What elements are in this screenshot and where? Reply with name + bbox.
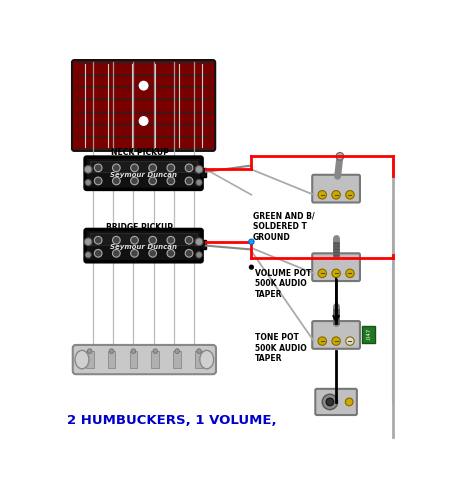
Circle shape bbox=[185, 237, 193, 244]
Bar bbox=[173, 351, 181, 368]
FancyBboxPatch shape bbox=[312, 253, 360, 281]
Circle shape bbox=[196, 179, 202, 186]
Text: Seymour Duncan: Seymour Duncan bbox=[110, 172, 177, 178]
Bar bbox=[108, 351, 115, 368]
Circle shape bbox=[112, 249, 120, 257]
Circle shape bbox=[153, 349, 158, 353]
Ellipse shape bbox=[75, 350, 89, 369]
Circle shape bbox=[85, 179, 91, 186]
FancyBboxPatch shape bbox=[72, 60, 215, 151]
Circle shape bbox=[195, 165, 203, 173]
Circle shape bbox=[139, 117, 148, 125]
Circle shape bbox=[249, 239, 254, 245]
Circle shape bbox=[346, 269, 354, 278]
Circle shape bbox=[197, 349, 201, 353]
Text: BRIDGE PICKUP: BRIDGE PICKUP bbox=[106, 222, 173, 232]
Bar bbox=[90, 233, 198, 245]
Bar bbox=[86, 351, 93, 368]
Ellipse shape bbox=[200, 350, 214, 369]
Circle shape bbox=[346, 337, 354, 345]
Text: VOLUME POT
500K AUDIO
TAPER: VOLUME POT 500K AUDIO TAPER bbox=[255, 269, 311, 298]
Circle shape bbox=[195, 238, 203, 246]
Circle shape bbox=[249, 265, 253, 269]
Circle shape bbox=[112, 164, 120, 172]
Circle shape bbox=[326, 398, 334, 406]
Bar bbox=[90, 161, 198, 172]
FancyBboxPatch shape bbox=[312, 321, 360, 349]
Circle shape bbox=[175, 349, 180, 353]
Circle shape bbox=[149, 237, 156, 244]
Circle shape bbox=[185, 177, 193, 185]
Circle shape bbox=[109, 349, 114, 353]
Text: Seymour Duncan: Seymour Duncan bbox=[110, 244, 177, 250]
Circle shape bbox=[167, 164, 175, 172]
Bar bbox=[362, 326, 374, 343]
Circle shape bbox=[167, 237, 175, 244]
Circle shape bbox=[322, 394, 337, 410]
Text: .047: .047 bbox=[366, 328, 371, 340]
Circle shape bbox=[318, 191, 327, 199]
Circle shape bbox=[332, 269, 340, 278]
FancyBboxPatch shape bbox=[85, 229, 202, 262]
Circle shape bbox=[87, 349, 92, 353]
Circle shape bbox=[149, 249, 156, 257]
Circle shape bbox=[167, 249, 175, 257]
Text: GREEN AND B/
SOLDERED T
GROUND: GREEN AND B/ SOLDERED T GROUND bbox=[253, 212, 315, 242]
Circle shape bbox=[336, 153, 344, 160]
FancyBboxPatch shape bbox=[85, 157, 202, 189]
Bar bbox=[152, 351, 159, 368]
FancyBboxPatch shape bbox=[73, 345, 216, 374]
Circle shape bbox=[112, 177, 120, 185]
Circle shape bbox=[332, 337, 340, 345]
Circle shape bbox=[318, 269, 327, 278]
Circle shape bbox=[131, 349, 136, 353]
Bar bbox=[200, 240, 206, 249]
Circle shape bbox=[131, 164, 138, 172]
Circle shape bbox=[149, 164, 156, 172]
Circle shape bbox=[149, 177, 156, 185]
Text: 2 HUMBUCKERS, 1 VOLUME,: 2 HUMBUCKERS, 1 VOLUME, bbox=[66, 414, 276, 427]
Circle shape bbox=[112, 237, 120, 244]
Circle shape bbox=[131, 177, 138, 185]
Circle shape bbox=[139, 82, 148, 90]
Circle shape bbox=[131, 237, 138, 244]
Circle shape bbox=[346, 398, 353, 406]
Text: TONE POT
500K AUDIO
TAPER: TONE POT 500K AUDIO TAPER bbox=[255, 333, 307, 363]
FancyBboxPatch shape bbox=[315, 389, 357, 415]
Circle shape bbox=[84, 238, 92, 246]
Circle shape bbox=[94, 237, 102, 244]
Circle shape bbox=[167, 177, 175, 185]
Circle shape bbox=[94, 177, 102, 185]
Text: NECK PICKUP: NECK PICKUP bbox=[111, 148, 169, 157]
FancyBboxPatch shape bbox=[312, 175, 360, 203]
Circle shape bbox=[185, 164, 193, 172]
Circle shape bbox=[94, 249, 102, 257]
Circle shape bbox=[185, 249, 193, 257]
Circle shape bbox=[332, 191, 340, 199]
Circle shape bbox=[85, 252, 91, 258]
Bar bbox=[129, 351, 137, 368]
Circle shape bbox=[94, 164, 102, 172]
Bar bbox=[200, 168, 206, 177]
Circle shape bbox=[318, 337, 327, 345]
Circle shape bbox=[346, 191, 354, 199]
Circle shape bbox=[196, 252, 202, 258]
Bar bbox=[195, 351, 203, 368]
Circle shape bbox=[131, 249, 138, 257]
Circle shape bbox=[84, 165, 92, 173]
